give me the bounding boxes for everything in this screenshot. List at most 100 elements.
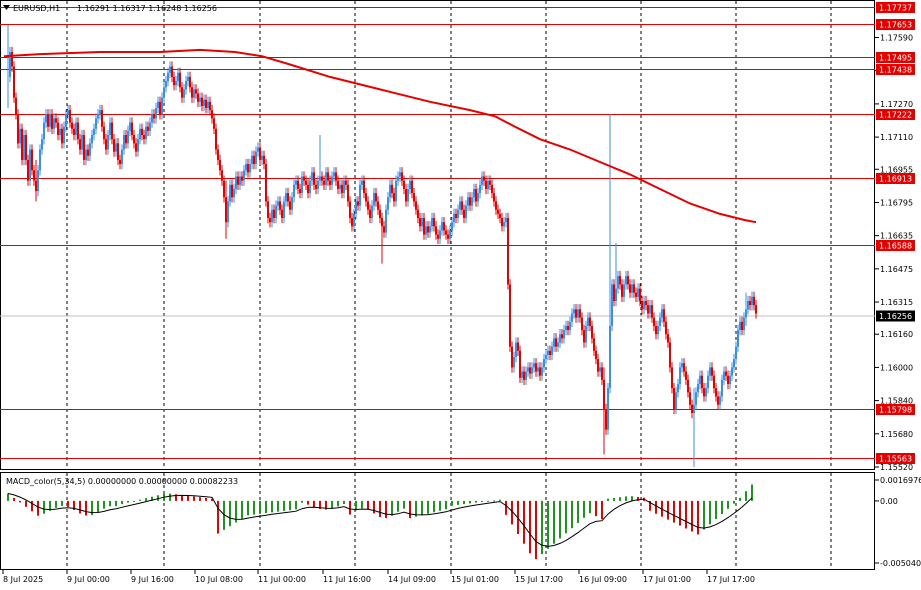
macd-bar <box>655 500 657 514</box>
candle-body <box>53 118 55 129</box>
candle-body <box>283 201 285 219</box>
candle-body <box>667 334 669 343</box>
candle-body <box>481 176 483 185</box>
candle-body <box>435 226 437 235</box>
candle-body <box>721 379 723 397</box>
candle-body <box>111 122 113 140</box>
macd-bar <box>595 500 597 517</box>
macd-bar <box>367 500 369 510</box>
macd-bar <box>601 500 603 520</box>
candle-body <box>193 89 195 98</box>
macd-bar <box>199 497 201 501</box>
macd-bar <box>619 497 621 501</box>
macd-bar <box>25 500 27 507</box>
macd-bar <box>187 495 189 501</box>
candle-body <box>587 317 589 326</box>
candle-body <box>563 330 565 339</box>
macd-bar <box>637 496 639 501</box>
candle-body <box>591 325 593 339</box>
horizontal-levels[interactable] <box>0 7 875 459</box>
macd-bar <box>37 500 39 516</box>
candle-body <box>129 122 131 131</box>
candle-body <box>33 170 35 181</box>
candle-body <box>465 205 467 219</box>
candle-body <box>629 284 631 293</box>
level-tag <box>876 173 915 184</box>
candle-body <box>511 346 513 368</box>
macd-bar <box>487 500 489 502</box>
candle-body <box>487 180 489 189</box>
candle-body <box>73 128 75 136</box>
candle-body <box>575 309 577 318</box>
candle-body <box>407 188 409 202</box>
candle-body <box>315 184 317 189</box>
candle-body <box>611 284 613 326</box>
candle-body <box>155 108 157 119</box>
candle-body <box>729 375 731 385</box>
candle-body <box>261 155 263 160</box>
price-tick-label: 1.15520 <box>880 463 913 472</box>
macd-bar <box>397 500 399 512</box>
macd-bar <box>337 500 339 507</box>
macd-bar <box>559 500 561 539</box>
candle-body <box>545 354 547 360</box>
candle-body <box>605 408 607 430</box>
level-tag-label: 1.17737 <box>879 4 912 13</box>
candle-body <box>9 52 11 77</box>
time-tick-label: 11 Jul 00:00 <box>258 575 306 584</box>
candle-body <box>391 184 393 194</box>
time-tick-label: 8 Jul 2025 <box>3 575 43 584</box>
macd-bar <box>73 500 75 510</box>
candle-body <box>711 367 713 376</box>
candle-body <box>203 99 205 106</box>
macd-tick-label: 0.0016976 <box>880 476 921 485</box>
candle-body <box>21 128 23 160</box>
macd-bar <box>307 500 309 505</box>
level-tag <box>876 453 915 464</box>
level-tag <box>876 2 915 13</box>
price-scale[interactable]: 1.175901.174301.172701.171101.169551.167… <box>875 34 921 568</box>
candle-body <box>253 155 255 165</box>
candle-body <box>727 375 729 385</box>
candle-body <box>523 371 525 380</box>
candle-body <box>141 128 143 136</box>
triangle-down-icon[interactable] <box>3 5 10 10</box>
candle-body <box>389 184 391 198</box>
macd-bar <box>133 500 135 502</box>
level-tag <box>876 404 915 415</box>
macd-bar <box>283 500 285 511</box>
candle-body <box>493 193 495 202</box>
macd-bar <box>745 491 747 501</box>
candle-body <box>149 122 151 131</box>
macd-bar <box>259 500 261 514</box>
macd-bar <box>103 500 105 509</box>
macd-bar <box>709 500 711 525</box>
macd-bar <box>451 500 453 506</box>
time-axis[interactable]: 8 Jul 2025 9 Jul 00:00 9 Jul 16:00 10 Jul 0… <box>2 570 755 584</box>
macd-bar <box>217 500 219 534</box>
candle-body <box>31 149 33 171</box>
candle-body <box>195 89 197 94</box>
candle-body <box>737 330 739 347</box>
candle-body <box>349 201 351 219</box>
candle-body <box>137 139 139 152</box>
candle-body <box>439 230 441 239</box>
candle-body <box>665 321 667 335</box>
candle-body <box>199 97 201 102</box>
macd-bar <box>49 500 51 511</box>
time-tick-label: 9 Jul 00:00 <box>67 575 110 584</box>
macd-bar <box>475 500 477 503</box>
macd-tick-label: 0.00 <box>880 497 898 506</box>
candle-body <box>397 176 399 181</box>
macd-bar <box>721 500 723 514</box>
macd-bar <box>577 500 579 523</box>
candle-body <box>97 114 99 119</box>
candle-body <box>649 305 651 314</box>
macd-bar <box>499 499 501 501</box>
candle-body <box>713 375 715 389</box>
candle-body <box>47 114 49 127</box>
price-tick-label: 1.16000 <box>880 363 913 372</box>
candle-body <box>555 338 557 347</box>
candle-body <box>549 350 551 355</box>
